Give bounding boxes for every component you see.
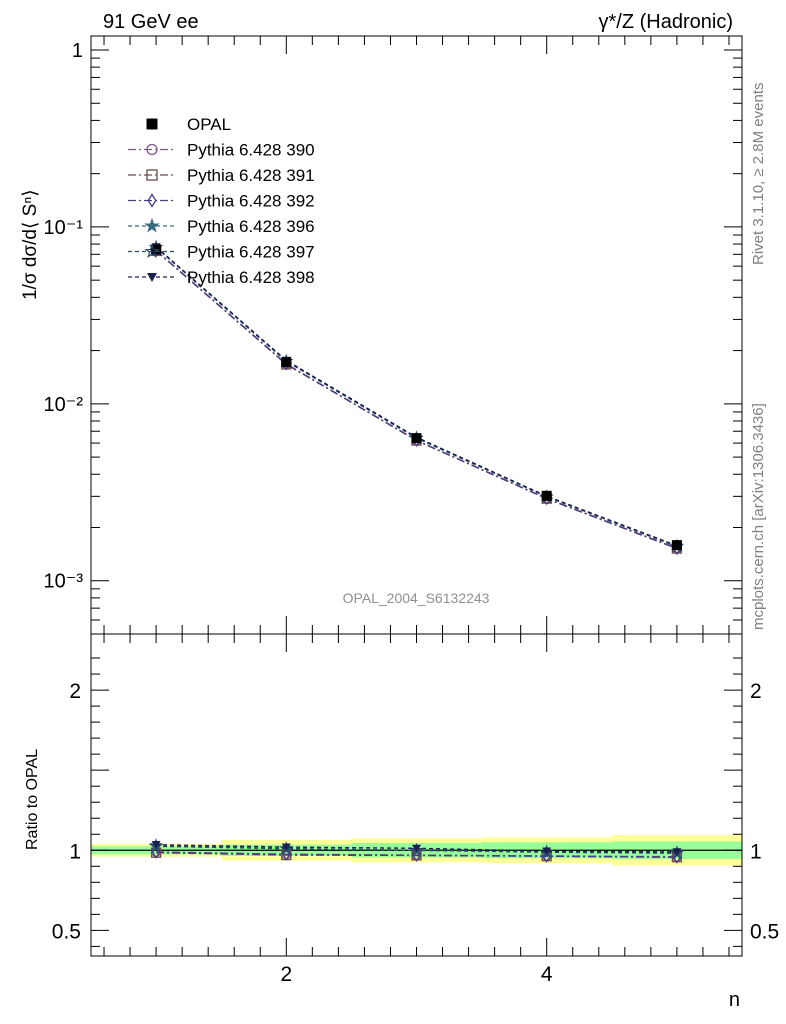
legend-marker [144,243,160,259]
main-y-tick-label: 1 [72,40,83,62]
main-y-tick-label: 10⁻¹ [44,217,84,239]
legend-marker [146,169,158,181]
header-left: 91 GeV ee [103,11,199,33]
header-right: γ*/Z (Hadronic) [599,11,733,33]
legend-marker [146,118,158,130]
ratio-point [281,843,291,852]
legend-marker [144,217,160,233]
ratio-ylabel: Ratio to OPAL [24,749,41,850]
series-line [155,247,678,548]
data-point [411,433,422,444]
ratio-y-tick-label: 0.5 [52,920,81,943]
main-y-tick-label: 10⁻² [44,394,84,416]
legend-label: OPAL [187,115,231,134]
series-line [155,249,678,549]
legend-marker [146,143,158,156]
x-tick-label: 4 [541,963,553,986]
main-ylabel: 1/σ dσ/d⟨ Sⁿ⟩ [20,189,41,300]
x-axis-label: n [729,989,740,1011]
legend-marker [147,193,157,208]
ratio-y-tick-label-right: 2 [750,680,762,703]
ratio-series-line [156,851,677,858]
ratio-point [542,847,552,856]
x-tick-label: 2 [280,963,292,986]
ratio-y-tick-label: 2 [69,680,81,703]
legend: OPAL Pythia 6.428 390 Pythia 6.428 391 Pyth… [128,115,315,287]
series-line [155,246,678,547]
data-point [671,540,682,551]
legend-label: Pythia 6.428 398 [187,268,315,287]
series-line [155,250,678,550]
legend-marker [147,273,157,282]
ratio-y-tick-label-right: 1 [750,840,762,863]
ratio-point [672,848,682,857]
legend-label: Pythia 6.428 396 [187,217,315,236]
series-line [155,246,678,547]
ratio-plot-layer: 0.5 0.5 1 1 2 2 2 4 [52,634,779,986]
ratio-plot-frame [90,633,743,957]
data-point [281,357,292,368]
ratio-y-tick-label: 1 [69,840,81,863]
series-line [155,250,678,550]
data-point [541,490,552,501]
ratio-y-tick-label-right: 0.5 [750,920,779,943]
ratio-point [151,841,161,850]
main-plot-layer: 1 10⁻¹ 10⁻² 10⁻³ [44,36,742,635]
side-label-rivet: Rivet 3.1.10, ≥ 2.8M events [750,83,767,266]
ratio-point [412,844,421,853]
legend-label: Pythia 6.428 390 [187,141,315,160]
main-y-tick-label: 10⁻³ [44,571,84,593]
legend-label: Pythia 6.428 391 [187,166,315,185]
legend-label: Pythia 6.428 392 [187,192,315,211]
analysis-id: OPAL_2004_S6132243 [343,590,490,606]
legend-label: Pythia 6.428 397 [187,243,315,262]
side-label-mcplots: mcplots.cern.ch [arXiv:1306.3436] [750,403,767,630]
